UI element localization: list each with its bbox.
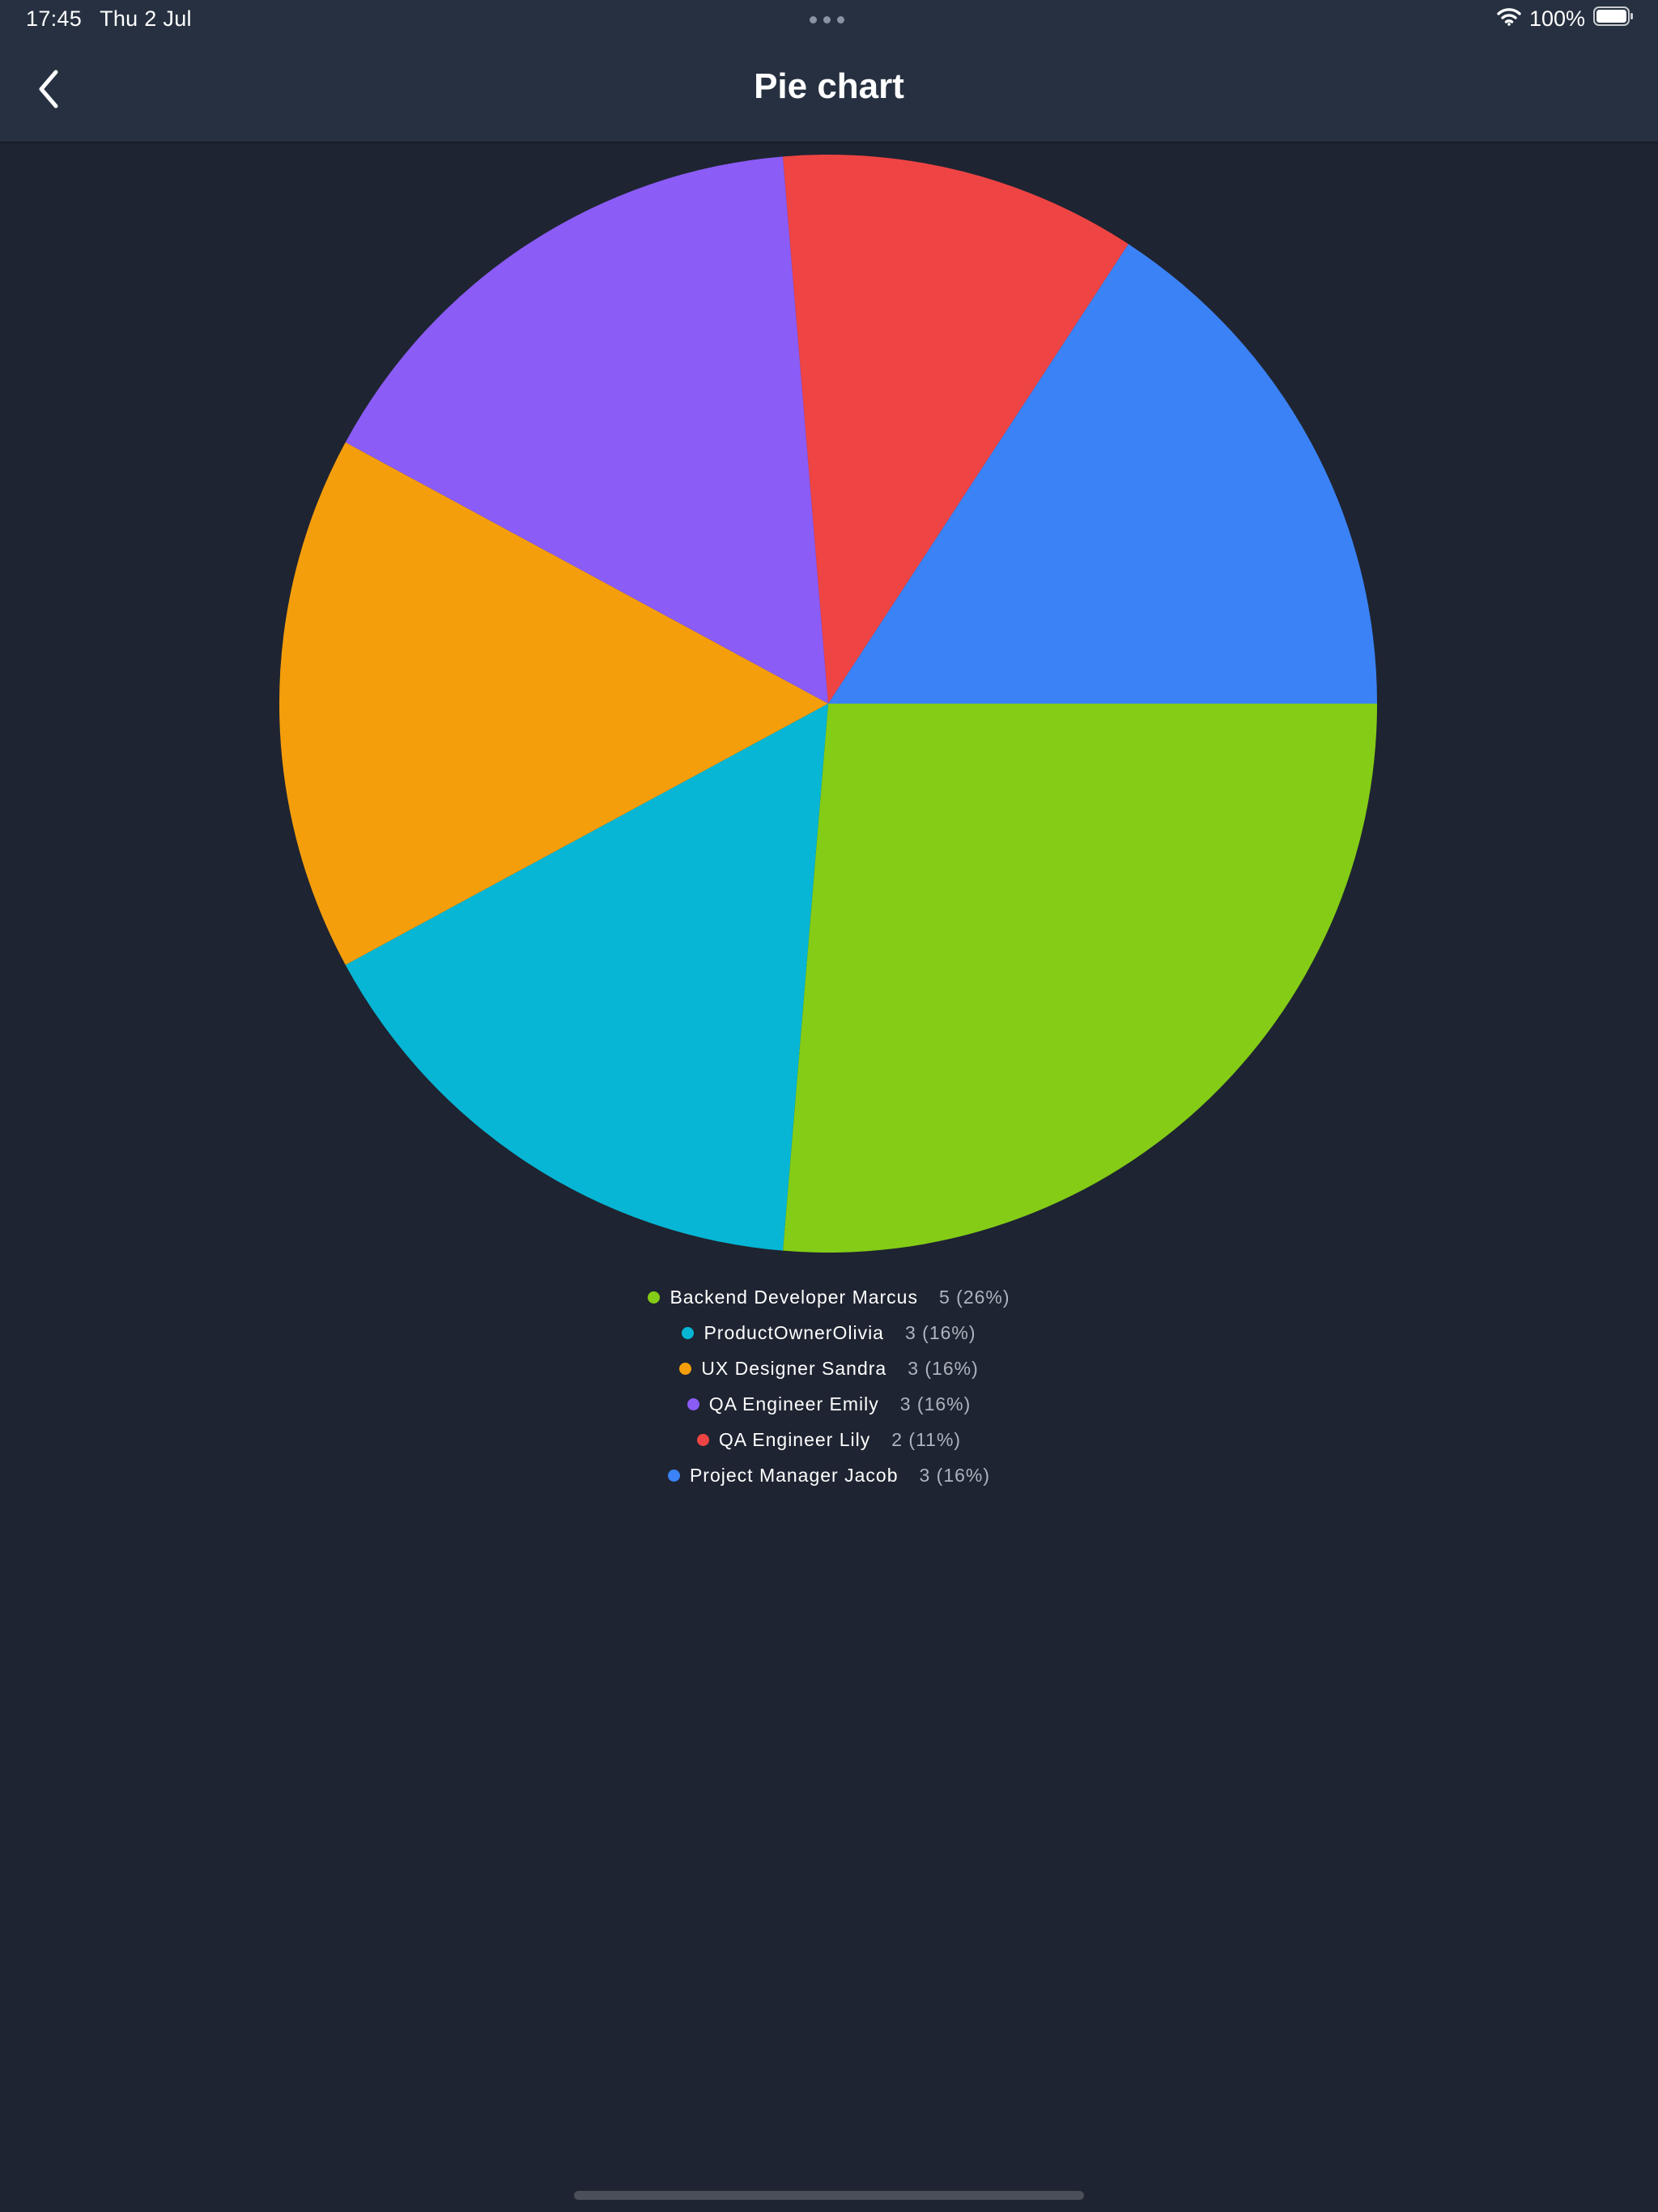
back-button[interactable] <box>24 65 73 113</box>
pie-slice-ux-designer-sandra[interactable] <box>279 442 829 965</box>
legend-value: 3 (16%) <box>919 1464 991 1486</box>
legend-label: Project Manager Jacob <box>689 1464 899 1486</box>
legend-label: UX Designer Sandra <box>701 1357 887 1379</box>
status-time-date: 17:45 Thu 2 Jul <box>26 6 192 32</box>
legend-value: 3 (16%) <box>904 1321 976 1343</box>
legend-item[interactable]: Project Manager Jacob 3 (16%) <box>0 1457 1658 1493</box>
legend-value: 3 (16%) <box>908 1357 979 1379</box>
legend-value: 5 (26%) <box>938 1286 1010 1308</box>
legend-dot-icon <box>687 1397 699 1410</box>
multitasking-dots-icon[interactable] <box>810 16 844 23</box>
legend-dot-icon <box>696 1433 709 1446</box>
legend-dot-icon <box>679 1362 692 1375</box>
wifi-icon <box>1497 6 1521 32</box>
pie-slice-project-manager-jacob[interactable] <box>828 244 1377 704</box>
pie-slice-productownerolivia[interactable] <box>345 704 828 1251</box>
navigation-bar: Pie chart <box>0 40 1658 143</box>
battery-percent: 100% <box>1528 6 1585 31</box>
pie-slice-qa-engineer-lily[interactable] <box>783 155 1129 704</box>
legend-item[interactable]: Backend Developer Marcus 5 (26%) <box>0 1279 1658 1315</box>
legend-item[interactable]: UX Designer Sandra 3 (16%) <box>0 1351 1658 1386</box>
legend-item[interactable]: QA Engineer Lily 2 (11%) <box>0 1422 1658 1457</box>
page-title: Pie chart <box>754 66 904 106</box>
chevron-left-icon <box>39 70 58 108</box>
legend-item[interactable]: QA Engineer Emily 3 (16%) <box>0 1386 1658 1422</box>
legend-value: 3 (16%) <box>899 1393 971 1414</box>
status-indicators: 100% <box>1497 6 1634 32</box>
pie-slice-qa-engineer-emily[interactable] <box>345 156 828 704</box>
chart-legend: Backend Developer Marcus 5 (26%) ProductOw… <box>0 1279 1658 1493</box>
status-date: Thu 2 Jul <box>100 6 192 31</box>
status-bar: 17:45 Thu 2 Jul 100% <box>0 0 1658 40</box>
legend-label: QA Engineer Lily <box>718 1428 871 1450</box>
status-time: 17:45 <box>26 6 83 31</box>
battery-icon <box>1593 6 1634 32</box>
legend-value: 2 (11%) <box>891 1428 962 1450</box>
pie-slice-backend-developer-marcus[interactable] <box>783 704 1377 1253</box>
legend-dot-icon <box>682 1326 695 1339</box>
home-indicator[interactable] <box>574 2191 1084 2200</box>
legend-label: ProductOwnerOlivia <box>704 1321 884 1343</box>
legend-dot-icon <box>648 1291 661 1304</box>
pie-chart-svg <box>279 155 1377 1253</box>
pie-chart <box>0 143 1658 1269</box>
legend-dot-icon <box>667 1469 680 1482</box>
legend-label: Backend Developer Marcus <box>670 1286 918 1308</box>
legend-label: QA Engineer Emily <box>708 1393 879 1414</box>
legend-item[interactable]: ProductOwnerOlivia 3 (16%) <box>0 1315 1658 1351</box>
